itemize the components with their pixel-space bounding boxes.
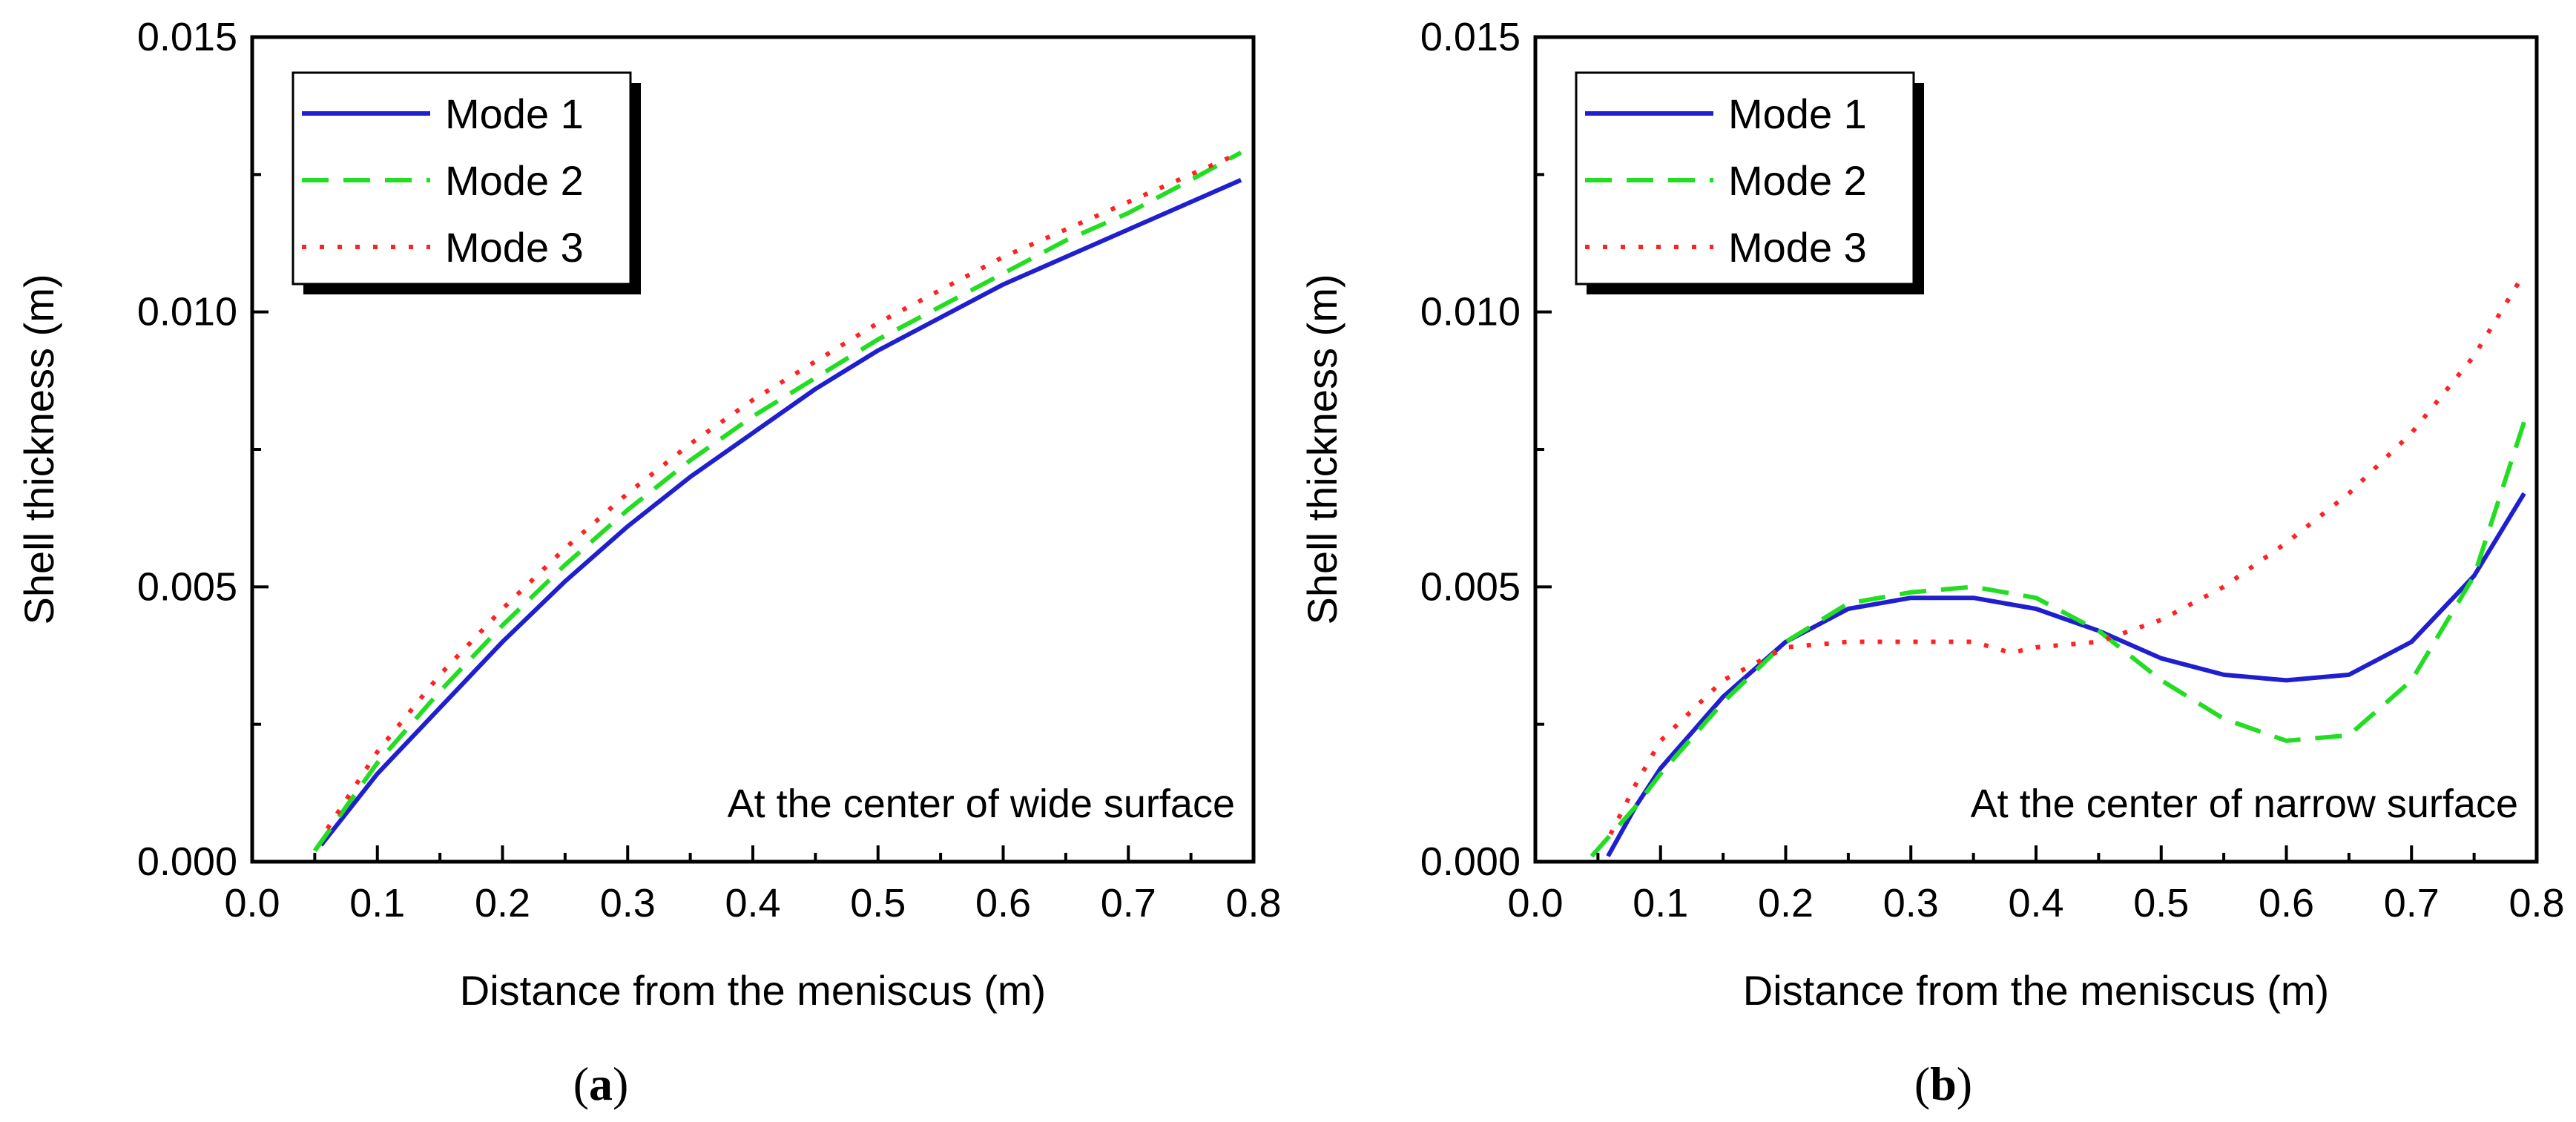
x-tick-label: 0.2	[1758, 881, 1814, 925]
series-line-3	[325, 150, 1242, 831]
x-tick-label: 0.0	[1507, 881, 1563, 925]
series-line-2	[1590, 420, 2526, 858]
y-tick-label: 0.010	[137, 290, 237, 334]
chart-annotation: At the center of wide surface	[728, 782, 1235, 826]
y-tick-label: 0.005	[137, 564, 237, 609]
chart-panel-b: 0.0 0.1 0.2 0.3 0.4 0.5 0.6 0.7 0.8 0.000 0.005 0.0…	[1299, 15, 2565, 1110]
series-line-2	[312, 151, 1242, 852]
legend-label-1: Mode 1	[1728, 90, 1867, 137]
legend-label-3: Mode 3	[445, 224, 584, 271]
legend-label-1: Mode 1	[445, 90, 584, 137]
x-tick-label: 0.7	[2384, 881, 2440, 925]
legend-label-2: Mode 2	[1728, 157, 1867, 204]
series-line-1	[1606, 492, 2526, 858]
chart-annotation: At the center of narrow surface	[1971, 782, 2518, 826]
y-tick-label: 0.005	[1420, 564, 1521, 609]
series-line-3	[1608, 272, 2526, 836]
x-tick-label: 0.1	[349, 881, 405, 925]
legend-label-3: Mode 3	[1728, 224, 1867, 271]
y-tick-label: 0.015	[137, 15, 237, 59]
x-tick-label: 0.6	[2259, 881, 2314, 925]
y-tick-label: 0.010	[1420, 290, 1521, 334]
series-line-1	[319, 177, 1242, 847]
x-tick-label: 0.4	[725, 881, 780, 925]
panel-caption: (b)	[1914, 1057, 1972, 1110]
x-tick-label: 0.8	[1225, 881, 1281, 925]
x-axis-title: Distance from the meniscus (m)	[1743, 967, 2329, 1014]
legend-label-2: Mode 2	[445, 157, 584, 204]
chart-panel-a: 0.0 0.1 0.2 0.3 0.4 0.5 0.6 0.7 0.8 0.000 0.005 0.0…	[16, 15, 1282, 1110]
y-axis-title: Shell thickness (m)	[16, 274, 62, 624]
x-tick-label: 0.5	[2133, 881, 2189, 925]
x-tick-label: 0.6	[975, 881, 1031, 925]
x-tick-label: 0.1	[1633, 881, 1688, 925]
x-axis-title: Distance from the meniscus (m)	[460, 967, 1046, 1014]
x-tick-label: 0.7	[1101, 881, 1156, 925]
y-axis-title: Shell thickness (m)	[1299, 274, 1345, 624]
y-tick-label: 0.015	[1420, 15, 1521, 59]
panel-caption: (a)	[573, 1057, 629, 1110]
x-tick-label: 0.3	[1883, 881, 1939, 925]
x-tick-label: 0.8	[2509, 881, 2564, 925]
y-tick-label: 0.000	[1420, 839, 1521, 884]
x-tick-label: 0.4	[2008, 881, 2063, 925]
x-tick-label: 0.0	[224, 881, 280, 925]
y-tick-label: 0.000	[137, 839, 237, 884]
x-tick-label: 0.5	[850, 881, 906, 925]
x-tick-label: 0.3	[600, 881, 656, 925]
x-tick-label: 0.2	[475, 881, 530, 925]
